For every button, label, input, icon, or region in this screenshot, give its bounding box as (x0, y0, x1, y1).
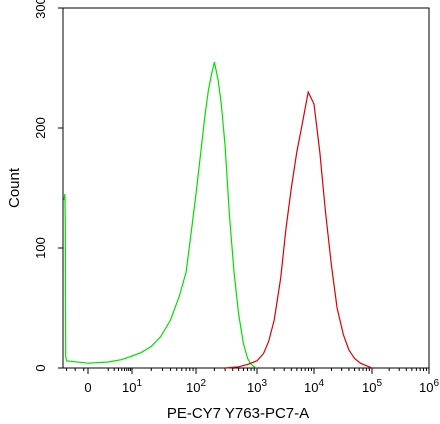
series-line-0 (63, 61, 258, 369)
x-tick-label: 103 (247, 378, 267, 395)
x-axis-ticks: 0 101 102 103 104 105 106 (66, 368, 439, 395)
x-axis-title: PE-CY7 Y763-PC7-A (167, 405, 309, 422)
y-axis-ticks: 0 100 200 300 (33, 0, 63, 372)
series-line-1 (225, 90, 373, 369)
y-tick-label: 100 (33, 237, 48, 259)
x-tick-label: 106 (419, 378, 439, 395)
y-tick-label: 200 (33, 117, 48, 139)
plot-frame (62, 7, 430, 369)
y-axis-title: Count (6, 167, 23, 208)
y-tick-label: 300 (33, 0, 48, 19)
x-tick-label: 0 (84, 380, 91, 395)
x-tick-label: 101 (122, 378, 142, 395)
x-tick-label: 105 (362, 378, 382, 395)
series-layer (63, 61, 373, 369)
x-tick-label: 102 (186, 378, 206, 395)
y-tick-label: 0 (33, 364, 48, 371)
x-tick-label: 104 (304, 378, 324, 395)
